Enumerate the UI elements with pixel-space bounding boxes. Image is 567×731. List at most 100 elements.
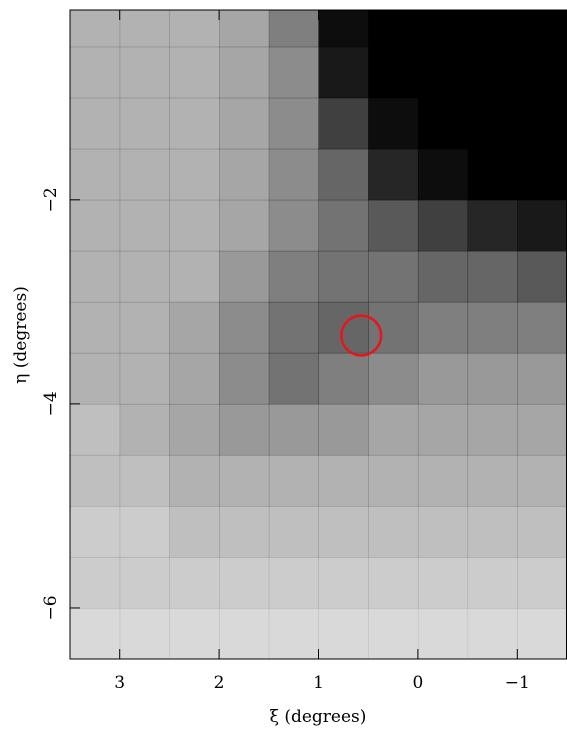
y-axis-label: η (degrees) [11,286,31,384]
density-cell [368,148,419,201]
density-cell [119,352,170,405]
density-cell [368,556,419,609]
density-cell [119,556,170,609]
density-cell [368,301,419,354]
density-cell [219,403,270,456]
density-cell [517,148,567,201]
density-cell [119,148,170,201]
density-cell [268,10,319,48]
density-cell [467,301,518,354]
density-cell [368,10,419,48]
density-cell [467,199,518,252]
density-cell [517,301,567,354]
density-cell [318,352,369,405]
density-cell [268,352,319,405]
density-cell [119,505,170,558]
density-cell [417,403,469,456]
density-cell [169,505,220,558]
density-cell [517,10,567,48]
marker-circle [340,314,383,357]
density-cell [368,505,419,558]
density-cell [119,301,170,354]
density-cell [268,607,319,659]
density-cell [417,97,469,150]
density-cell [119,199,170,252]
density-cell [318,556,369,609]
x-tick-label: 0 [412,673,423,693]
density-cell [219,97,270,150]
density-cell [517,97,567,150]
x-tick-label: 2 [214,673,225,693]
density-cell [467,556,518,609]
density-cell [70,403,121,456]
density-cell [169,301,220,354]
density-cell [517,352,567,405]
density-cell [417,556,469,609]
density-cell [368,454,419,507]
density-cell [517,46,567,99]
density-cell [219,10,270,48]
y-tick-label: −4 [41,391,61,416]
density-cell [417,301,469,354]
x-tick-label: 3 [114,673,125,693]
density-cell [268,97,319,150]
density-cell [70,250,121,303]
density-cell [119,607,170,659]
y-tick-label: −2 [41,187,61,212]
density-cell [169,148,220,201]
density-cell [70,301,121,354]
density-cell [70,148,121,201]
density-cell [467,148,518,201]
density-cell [318,403,369,456]
density-cell [70,199,121,252]
density-cell [268,199,319,252]
density-cell [219,556,270,609]
x-tick-label: −1 [505,673,530,693]
x-tick-label: 1 [313,673,324,693]
density-cell [268,556,319,609]
density-cell [318,97,369,150]
density-cell [467,10,518,48]
density-cell [268,46,319,99]
density-field [70,10,567,659]
density-cell [517,556,567,609]
density-cell [517,454,567,507]
density-cell [219,454,270,507]
density-cell [517,505,567,558]
density-cell [70,352,121,405]
density-cell [268,505,319,558]
density-cell [417,250,469,303]
density-cell [318,505,369,558]
density-cell [467,250,518,303]
density-cell [169,352,220,405]
density-cell [70,454,121,507]
density-cell [219,607,270,659]
density-cell [268,148,319,201]
density-cell [169,403,220,456]
density-cell [119,10,170,48]
density-cell [169,97,220,150]
density-cell [318,250,369,303]
density-cell [70,556,121,609]
density-cell [219,199,270,252]
density-cell [467,97,518,150]
density-cell [467,607,518,659]
y-tick-label: −6 [41,595,61,620]
density-cell [467,403,518,456]
density-cell [119,403,170,456]
density-cell [517,250,567,303]
density-cell [219,46,270,99]
density-cell [70,505,121,558]
density-cell [417,454,469,507]
density-cell [169,46,220,99]
x-axis-label: ξ (degrees) [270,707,367,727]
density-cell [368,97,419,150]
density-cell [219,301,270,354]
density-cell [219,352,270,405]
density-cell [119,250,170,303]
density-cell [417,10,469,48]
density-cell [119,454,170,507]
density-cell [219,148,270,201]
density-cell [417,148,469,201]
